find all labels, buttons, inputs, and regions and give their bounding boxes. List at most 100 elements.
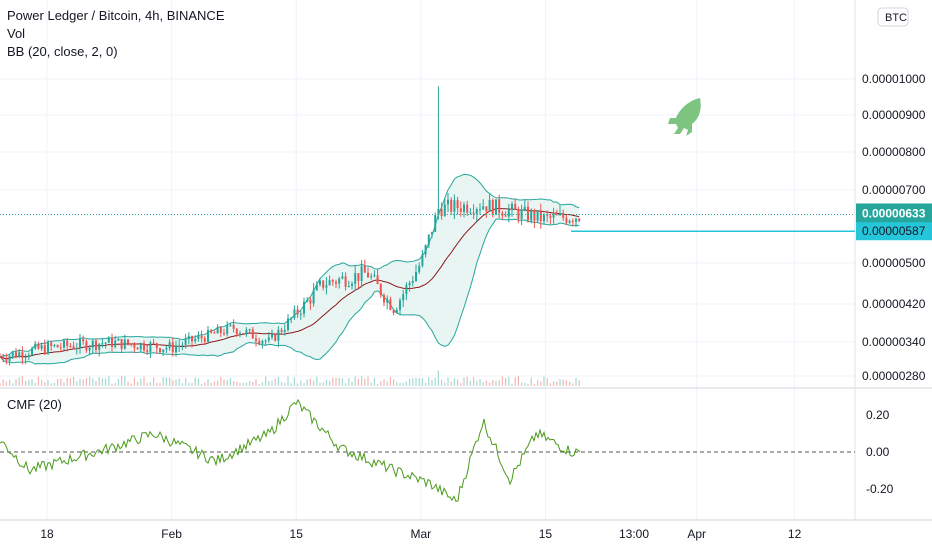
volume-bar [412,378,414,386]
volume-bar [405,381,407,386]
volume-bar [217,380,219,386]
candle-body [472,212,475,214]
volume-bar [290,383,292,386]
candle-body [495,199,497,215]
price-scale[interactable]: 0.00001000 0.00000900 0.00000800 0.00000700… [856,7,932,496]
candle-body [11,352,14,356]
candle-body [565,217,568,223]
volume-bar [117,378,119,386]
cmf-line [0,398,581,502]
cmf-tick-label: 0.00 [866,445,890,459]
volume-bar [121,376,123,386]
candle-body [213,332,216,334]
candle-body [447,199,449,205]
volume-bar [402,382,404,386]
volume-legend[interactable]: Vol [7,26,26,41]
volume-bar [450,381,452,386]
candle-body [171,342,174,353]
volume-bar [188,382,190,386]
candle-body [427,234,430,246]
candle-body [520,209,523,219]
candle-body [504,215,507,217]
candle-body [527,206,529,221]
candle-body [325,285,328,288]
volume-bar [373,377,375,386]
volume-bars [0,370,580,386]
volume-bar [399,382,401,386]
volume-bar [553,381,555,386]
candle-body [475,209,478,214]
volume-bar [191,382,193,386]
volume-bar [73,377,75,386]
volume-bar [140,378,142,386]
candle-body [277,329,280,341]
volume-bar [322,382,324,386]
candle-body [223,333,225,335]
volume-bar [143,376,145,386]
volume-bar [508,376,510,386]
horizontal-price-line[interactable] [0,213,855,232]
time-tick-label: 13:00 [619,527,649,541]
volume-bar [565,380,567,386]
volume-bar [460,383,462,386]
candle-body [571,220,574,222]
volume-bar [393,379,395,386]
candle-body [72,346,75,349]
volume-bar [543,376,545,386]
candle-body [530,211,533,221]
volume-bar [85,377,87,386]
volume-bar [79,378,81,386]
time-tick-label: Mar [410,527,431,541]
bb-fill [0,174,580,364]
candle-body [399,300,401,310]
candle-body [194,338,197,342]
volume-bar [329,380,331,386]
candle-body [498,199,501,213]
candle-body [418,265,421,272]
candle-body [184,339,187,345]
price-tick-label: 0.00000420 [862,297,926,311]
candle-body [389,299,392,310]
cmf-pane [0,398,855,502]
volume-bar [524,383,526,386]
volume-bar [469,380,471,386]
volume-bar [0,383,1,386]
volume-bar [338,377,340,386]
volume-bar [297,383,299,386]
candle-body [229,324,232,326]
cmf-legend[interactable]: CMF (20) [7,397,62,412]
candle-body [264,340,267,342]
volume-bar [428,377,430,386]
candle-body [117,338,120,341]
candle-body [63,340,65,348]
volume-bar [213,381,215,386]
volume-bar [511,383,513,386]
volume-bar [425,382,427,386]
bb-legend[interactable]: BB (20, close, 2, 0) [7,44,118,59]
candle-body [123,339,126,349]
candle-body [335,281,337,284]
volume-bar [9,379,11,386]
candle-body [501,212,504,216]
candle-body [235,328,238,334]
time-axis[interactable]: 18 Feb 15 Mar 15 13:00 Apr 12 [40,527,801,541]
volume-bar [153,377,155,386]
candle-body [578,218,581,221]
currency-badge-label: BTC [885,12,907,24]
volume-bar [316,376,318,386]
symbol-title[interactable]: Power Ledger / Bitcoin, 4h, BINANCE [7,8,225,23]
candle-body [15,352,17,357]
candle-body [357,273,360,282]
candle-body [411,280,414,283]
volume-bar [572,383,574,386]
volume-bar [220,376,222,386]
candle-body [402,294,405,301]
candle-body [111,337,113,347]
volume-bar [66,377,68,386]
candle-body [149,342,152,352]
candle-body [175,346,177,353]
volume-bar [162,377,164,386]
volume-bar [255,379,257,386]
volume-bar [98,377,100,386]
